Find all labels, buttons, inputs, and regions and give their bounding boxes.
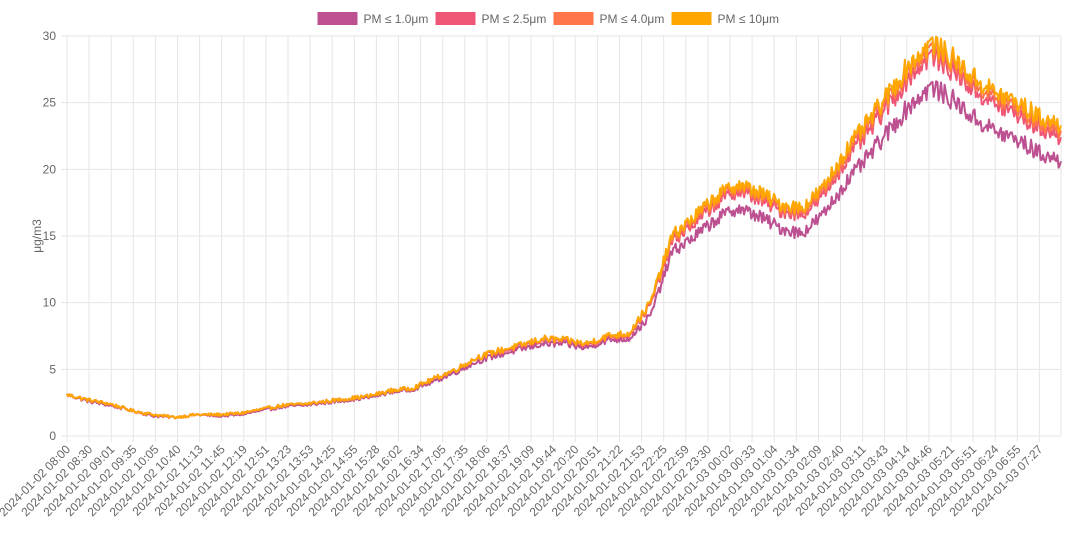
y-tick-label: 0	[49, 429, 56, 443]
legend-swatch	[671, 12, 712, 25]
legend-item-2[interactable]: PM ≤ 2.5μm	[435, 12, 547, 26]
y-tick-label: 25	[43, 96, 57, 110]
legend-item-1[interactable]: PM ≤ 1.0μm	[317, 12, 429, 26]
legend-swatch	[553, 12, 594, 25]
legend-label: PM ≤ 10μm	[718, 12, 780, 26]
legend-swatch	[317, 12, 358, 25]
legend-label: PM ≤ 1.0μm	[364, 12, 429, 26]
legend-item-3[interactable]: PM ≤ 4.0μm	[553, 12, 665, 26]
y-tick-label: 15	[43, 229, 57, 243]
legend-label: PM ≤ 2.5μm	[482, 12, 547, 26]
legend-label: PM ≤ 4.0μm	[600, 12, 665, 26]
series-layer	[66, 35, 1062, 420]
legend-item-4[interactable]: PM ≤ 10μm	[671, 12, 780, 26]
y-axis-title: μg/m3	[30, 219, 44, 253]
series-line-1	[66, 80, 1062, 420]
series-line-4	[66, 35, 1062, 420]
y-tick-label: 10	[43, 296, 57, 310]
legend: PM ≤ 1.0μm PM ≤ 2.5μm PM ≤ 4.0μm PM ≤ 10μm	[317, 12, 780, 26]
y-tick-label: 5	[49, 362, 56, 376]
grid	[61, 35, 1062, 442]
y-tick-label: 30	[43, 29, 57, 43]
legend-swatch	[435, 12, 476, 25]
y-axis-ticks: 0 5 10 15 20 25 30	[43, 29, 57, 443]
y-tick-label: 20	[43, 162, 57, 176]
